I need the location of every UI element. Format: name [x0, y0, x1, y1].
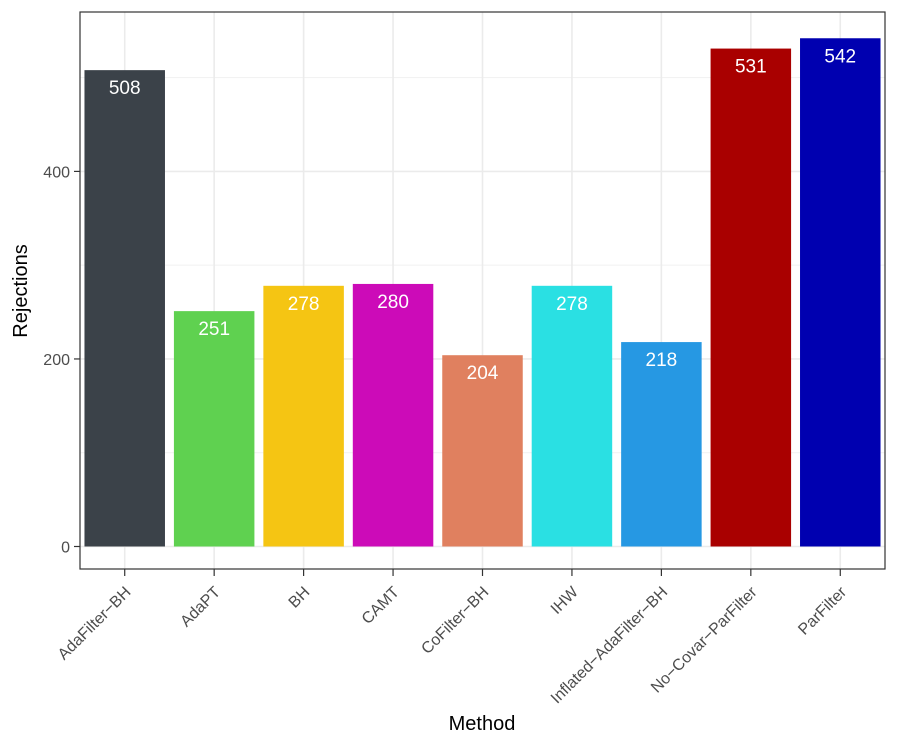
bar — [263, 285, 344, 547]
y-tick-label: 200 — [43, 352, 70, 369]
bar-value-label: 278 — [556, 294, 588, 315]
bar-value-label: 278 — [288, 294, 320, 315]
bar-value-label: 542 — [824, 46, 856, 67]
y-tick-label: 0 — [61, 539, 70, 556]
bar — [352, 283, 434, 547]
bar — [442, 355, 523, 547]
x-tick-label: IHW — [548, 583, 583, 618]
bar-value-label: 251 — [198, 319, 230, 340]
bar-value-label: 218 — [646, 350, 678, 371]
bar-layer — [84, 38, 881, 547]
bar-value-label: 531 — [735, 57, 767, 78]
bar — [531, 285, 613, 547]
y-tick-label: 400 — [43, 164, 70, 181]
bar — [710, 48, 792, 547]
y-axis-title: Rejections — [10, 244, 32, 337]
bar-value-label: 508 — [109, 78, 141, 99]
x-axis-title: Method — [449, 713, 516, 735]
bar — [621, 342, 702, 547]
data-label-layer: 508 251 278 280 204 278 218 531 542 — [109, 46, 856, 384]
x-tick-label: AdaFilter−BH — [55, 584, 135, 664]
bar — [800, 38, 881, 547]
x-tick-label: BH — [286, 584, 314, 612]
bar-value-label: 280 — [377, 292, 409, 313]
bar — [84, 70, 165, 547]
x-tick-label: CoFilter−BH — [418, 584, 492, 658]
x-tick-label: ParFilter — [795, 583, 850, 638]
x-tick-label: CAMT — [359, 584, 403, 628]
bar — [173, 311, 255, 547]
x-tick-label: AdaPT — [177, 584, 224, 631]
bar-value-label: 204 — [467, 363, 499, 384]
